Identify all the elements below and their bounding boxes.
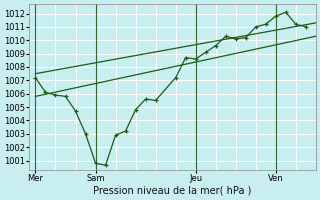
X-axis label: Pression niveau de la mer( hPa ): Pression niveau de la mer( hPa ) bbox=[93, 186, 252, 196]
